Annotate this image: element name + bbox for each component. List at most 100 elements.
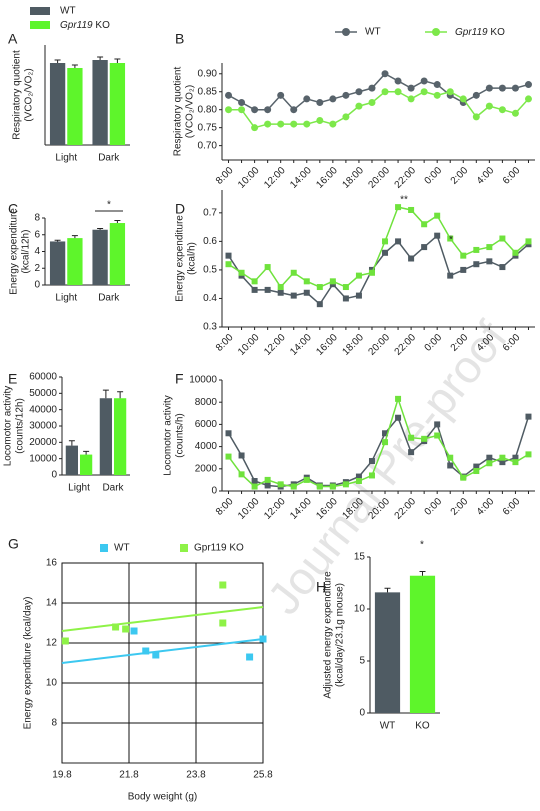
data-point [447, 454, 454, 461]
x-tick-label: 8:00 [214, 496, 236, 518]
y-tick-label: 10 [354, 604, 366, 615]
x-tick-label: 10:00 [236, 496, 262, 522]
data-point [251, 278, 258, 285]
data-point [264, 482, 271, 489]
x-tick-label: 0:00 [423, 496, 445, 518]
data-point [290, 483, 297, 490]
x-tick-label: 23.8 [186, 770, 206, 781]
y-tick-label: 8000 [195, 397, 218, 408]
data-point [446, 88, 454, 96]
y-tick-label: 10000 [189, 375, 217, 386]
data-point [238, 269, 245, 276]
data-point [407, 95, 415, 103]
y-tick-label: 0.7 [203, 207, 217, 218]
data-point [264, 120, 272, 128]
bar [114, 398, 127, 475]
data-point [225, 252, 232, 259]
panel-letter: B [175, 31, 184, 47]
x-tick-label: Dark [98, 153, 120, 164]
panel-letter: E [8, 371, 17, 387]
bar [67, 238, 83, 285]
error-bar [68, 440, 75, 446]
y-axis-label: (counts/h) [175, 413, 186, 457]
data-point [329, 278, 336, 285]
x-tick-label: Dark [98, 293, 120, 304]
x-tick-label: 25.8 [253, 770, 273, 781]
data-point [355, 102, 363, 110]
y-tick-label: 0.90 [198, 68, 218, 79]
data-point [486, 244, 493, 251]
data-point [368, 458, 375, 465]
y-tick-label: 14 [46, 598, 58, 609]
error-bar [97, 56, 104, 60]
y-axis-label: (kcal/h) [187, 242, 198, 275]
y-axis-label: Adjusted energy expenditure [323, 571, 334, 699]
y-tick-label: 12 [46, 638, 58, 649]
y-tick-label: 60000 [29, 372, 57, 383]
y-tick-label: 30000 [29, 421, 57, 432]
data-point [447, 462, 454, 469]
y-axis-label: Locomotor activity [3, 386, 14, 467]
y-tick-label: 0 [359, 708, 365, 719]
data-point [381, 88, 389, 96]
y-axis-label: Energy expenditure [175, 215, 186, 302]
data-point [395, 238, 402, 245]
data-point [290, 269, 297, 276]
bar [65, 445, 78, 475]
data-point [512, 249, 519, 256]
data-point [421, 244, 428, 251]
y-tick-label: 8 [51, 718, 57, 729]
data-point [395, 395, 402, 402]
y-axis-label: Energy expenditure [9, 208, 20, 295]
legend-label: Gpr119 KO [60, 20, 110, 31]
data-point [225, 91, 233, 99]
data-point [499, 264, 506, 271]
x-tick-label: 21.8 [119, 770, 139, 781]
y-axis-label: Respiratory quotient [173, 67, 184, 157]
y-tick-label: 50000 [29, 388, 57, 399]
data-point [368, 99, 376, 107]
y-tick-label: 2000 [195, 463, 218, 474]
y-tick-label: 6 [34, 229, 40, 240]
data-point [368, 84, 376, 92]
x-tick-label: WT [380, 721, 396, 732]
bar [80, 454, 93, 475]
data-point [420, 88, 428, 96]
data-point [381, 70, 389, 78]
y-tick-label: 0.3 [203, 322, 217, 333]
data-point [264, 106, 272, 114]
error-bar [419, 571, 426, 576]
y-tick-label: 20000 [29, 437, 57, 448]
data-point [525, 451, 532, 458]
x-tick-label: 14:00 [288, 496, 314, 522]
data-point [499, 459, 506, 466]
panel-letter: A [8, 31, 18, 47]
data-point [473, 246, 480, 253]
y-tick-label: 40000 [29, 404, 57, 415]
data-point [368, 269, 375, 276]
x-tick-label: 22:00 [393, 165, 419, 191]
x-tick-label: 4:00 [475, 496, 497, 518]
significance-label: * [420, 540, 424, 551]
x-tick-label: 12:00 [262, 165, 288, 191]
data-point [498, 84, 506, 92]
data-point [433, 91, 441, 99]
x-tick-label: Dark [102, 483, 124, 494]
data-point [408, 255, 415, 262]
data-point [316, 483, 323, 490]
data-point [264, 476, 271, 483]
data-point [342, 284, 349, 291]
x-tick-label: 14:00 [288, 332, 314, 358]
y-axis-label: Energy expenditure (kcal/day) [23, 597, 34, 730]
series-line [228, 90, 530, 129]
panel-letter: D [175, 201, 185, 217]
data-point [259, 635, 267, 643]
data-point [382, 439, 389, 446]
x-tick-label: 12:00 [262, 496, 288, 522]
y-axis-label: Locomotor activity [163, 395, 174, 476]
legend-label: Gpr119 KO [455, 27, 505, 38]
legend-swatch [30, 21, 50, 29]
x-tick-label: 0:00 [423, 165, 445, 187]
x-tick-label: 22:00 [393, 496, 419, 522]
